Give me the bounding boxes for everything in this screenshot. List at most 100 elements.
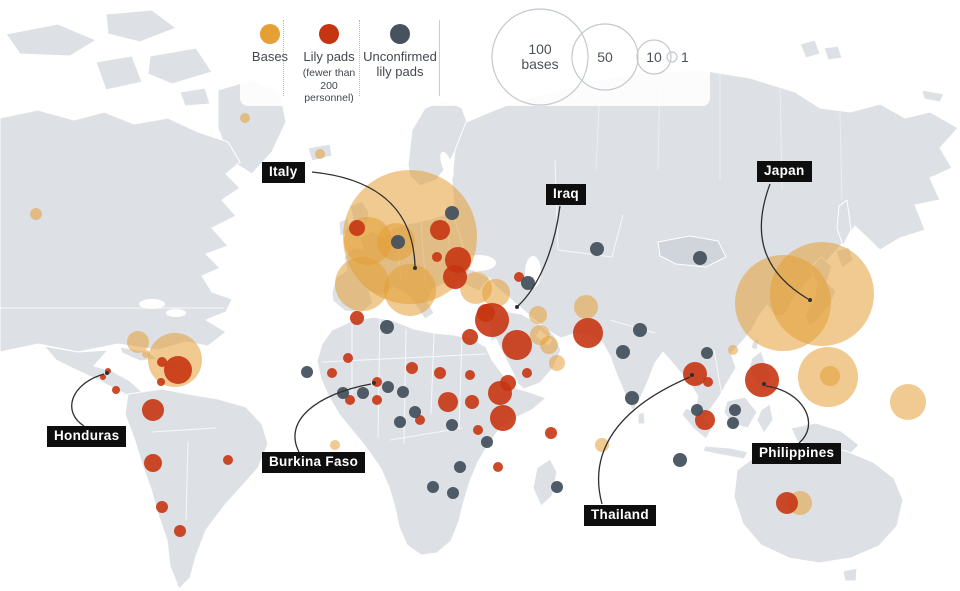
country-label-philippines: Philippines <box>752 443 842 464</box>
lily-pads-bubble <box>432 252 442 262</box>
country-mongolia <box>657 235 727 268</box>
leader-line-italy <box>311 171 416 267</box>
unconfirmed-bubble <box>693 251 707 265</box>
landmass-arctic-islands <box>179 87 211 107</box>
landmass-arctic-islands <box>823 45 843 61</box>
bases-bubble <box>728 345 738 355</box>
lily-pads-bubble <box>345 395 355 405</box>
leader-dot-thailand <box>690 373 694 377</box>
lily-pads-bubble <box>514 272 524 282</box>
bases-bubble <box>574 295 598 319</box>
scale-label-50: 50 <box>597 49 613 65</box>
leader-dot-philippines <box>762 382 766 386</box>
leader-line-burkina-faso <box>294 383 372 453</box>
legend-label-lily-pads: Lily pads <box>303 49 355 64</box>
scale-circle-100 <box>491 8 589 106</box>
unconfirmed-swatch-icon <box>390 24 410 44</box>
lily-pads-bubble <box>406 362 418 374</box>
lily-pads-bubble <box>415 415 425 425</box>
legend-item-lily-pads: Lily pads (fewer than 200 personnel) <box>298 8 360 106</box>
bases-bubble <box>142 350 150 358</box>
unconfirmed-bubble <box>301 366 313 378</box>
bases-bubble <box>335 257 389 311</box>
unconfirmed-bubble <box>397 386 409 398</box>
base-bubbles <box>30 113 926 537</box>
legend-divider <box>439 20 440 96</box>
lily-pads-bubble <box>142 399 164 421</box>
lily-pads-bubble <box>223 455 233 465</box>
legend: Bases Lily pads (fewer than 200 personne… <box>240 8 710 106</box>
landmass-arctic-islands <box>5 23 97 57</box>
scale-circle-50 <box>571 23 639 91</box>
unconfirmed-bubble <box>521 276 535 290</box>
country-label-japan: Japan <box>757 161 812 182</box>
unconfirmed-bubble <box>380 320 394 334</box>
lily-pads-bubble <box>156 501 168 513</box>
unconfirmed-bubble <box>427 481 439 493</box>
baltic-sea <box>440 151 454 179</box>
leader-dot-italy <box>413 266 417 270</box>
lily-pads-bubble <box>144 454 162 472</box>
landmass-arctic-islands <box>95 55 143 91</box>
lily-pads-bubble <box>465 370 475 380</box>
landmass-africa <box>316 316 547 556</box>
landmass-sakhalin <box>836 199 852 247</box>
bases-swatch-icon <box>260 24 280 44</box>
bases-bubble <box>540 336 558 354</box>
lily-pads-bubble <box>473 425 483 435</box>
lily-pads-bubble <box>157 357 167 367</box>
lily-pads-bubble <box>174 525 186 537</box>
bases-bubble <box>529 306 547 324</box>
label-leader-lines <box>71 171 812 505</box>
leader-line-honduras <box>71 373 105 427</box>
lily-pads-bubble <box>573 318 603 348</box>
unconfirmed-bubble <box>633 323 647 337</box>
scale-label-100: 100 <box>528 41 552 57</box>
bases-bubble <box>595 438 609 452</box>
leader-dot-honduras <box>105 371 109 375</box>
unconfirmed-bubble <box>409 406 421 418</box>
scale-label-10: 10 <box>646 49 662 65</box>
leader-line-thailand <box>597 376 691 505</box>
lily-pads-bubble <box>350 311 364 325</box>
legend-item-unconfirmed: Unconfirmed lily pads <box>360 8 440 106</box>
lily-pads-swatch-icon <box>319 24 339 44</box>
unconfirmed-bubble <box>382 381 394 393</box>
landmass-south-america <box>124 388 269 590</box>
unconfirmed-bubble <box>691 404 703 416</box>
landmass-north-america <box>0 109 241 353</box>
unconfirmed-bubble <box>447 487 459 499</box>
landmass-java <box>702 445 749 460</box>
lily-pads-bubble <box>745 363 779 397</box>
bases-bubble <box>30 208 42 220</box>
leader-line-iraq <box>517 205 561 307</box>
country-label-burkina-faso: Burkina Faso <box>262 452 366 473</box>
country-label-honduras: Honduras <box>47 426 127 447</box>
lily-pads-bubble <box>490 405 516 431</box>
scale-circle-10 <box>636 39 672 75</box>
great-lakes <box>139 299 165 309</box>
lily-pads-bubble <box>500 375 516 391</box>
lily-pads-bubble <box>475 303 509 337</box>
landmass-tasmania <box>842 567 858 582</box>
country-label-italy: Italy <box>262 162 305 183</box>
country-label-iraq: Iraq <box>546 184 586 205</box>
landmass-sulawesi <box>756 403 774 434</box>
bases-bubble <box>890 384 926 420</box>
unconfirmed-bubble <box>445 206 459 220</box>
unconfirmed-bubble <box>446 419 458 431</box>
unconfirmed-bubble <box>727 417 739 429</box>
leader-dot-japan <box>808 298 812 302</box>
lily-pads-bubble <box>100 374 106 380</box>
lily-pads-bubble <box>776 492 798 514</box>
unconfirmed-bubble <box>357 387 369 399</box>
unconfirmed-bubble <box>391 235 405 249</box>
leader-dot-burkina-faso <box>372 381 376 385</box>
great-lakes <box>166 309 186 317</box>
lily-pads-bubble <box>465 395 479 409</box>
lily-pads-bubble <box>545 427 557 439</box>
lily-pads-bubble <box>372 395 382 405</box>
lily-pads-bubble <box>703 377 713 387</box>
